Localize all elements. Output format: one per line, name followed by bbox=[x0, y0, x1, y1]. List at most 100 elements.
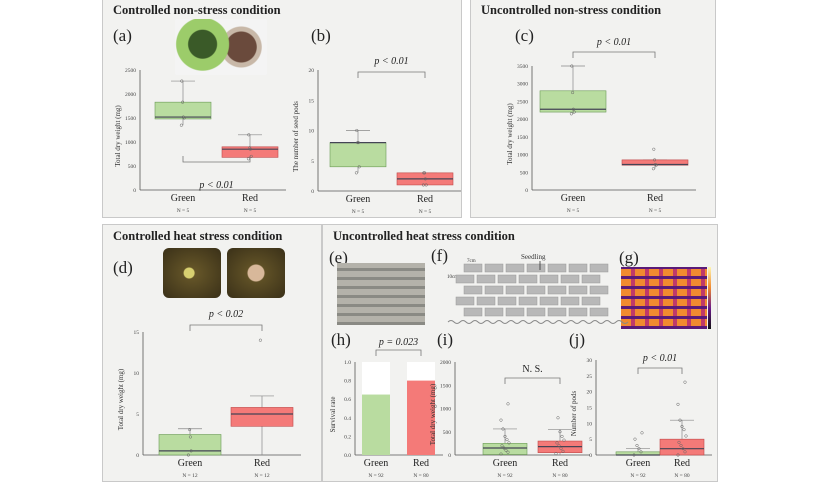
x-label-green: Green bbox=[178, 458, 202, 469]
y-tick-label: 1500 bbox=[517, 135, 528, 141]
chart-a: 0 500 1000 1500 2000 2500 Total dry weight (mg… bbox=[114, 68, 286, 214]
data-point bbox=[247, 133, 251, 137]
planting-cell bbox=[539, 274, 559, 284]
y-tick-label: 1000 bbox=[125, 140, 136, 146]
planting-cell bbox=[518, 274, 538, 284]
data-point bbox=[557, 444, 561, 448]
data-point bbox=[179, 123, 183, 127]
x-label-green: Green bbox=[346, 194, 370, 205]
significance-bracket bbox=[357, 71, 426, 78]
data-point bbox=[680, 424, 684, 429]
label-b: (b) bbox=[311, 26, 331, 45]
planting-cell bbox=[568, 307, 588, 317]
y-tick-label: 25 bbox=[587, 374, 593, 380]
data-point bbox=[182, 116, 186, 120]
y-tick-label: 5 bbox=[136, 412, 139, 418]
data-point bbox=[633, 437, 637, 441]
planting-cell bbox=[581, 296, 601, 306]
planting-cell bbox=[539, 296, 559, 306]
y-tick-label: 0.8 bbox=[344, 379, 351, 385]
y-tick-label: 0 bbox=[136, 453, 139, 459]
data-point bbox=[505, 438, 509, 442]
y-tick-label: 10 bbox=[134, 371, 140, 377]
data-point bbox=[684, 434, 688, 438]
data-point bbox=[424, 183, 428, 187]
y-tick-label: 1000 bbox=[440, 407, 451, 413]
data-point bbox=[683, 450, 687, 454]
box-red bbox=[230, 407, 294, 427]
planting-cell bbox=[497, 296, 517, 306]
data-point bbox=[632, 453, 636, 457]
planting-cell bbox=[463, 307, 483, 317]
y-tick-label: 0 bbox=[525, 188, 528, 194]
sample-size: N = 5 bbox=[567, 208, 580, 214]
label-e: (e) bbox=[329, 248, 348, 267]
sample-size: N = 5 bbox=[419, 209, 432, 215]
planting-cell bbox=[518, 296, 538, 306]
label-f: (f) bbox=[431, 246, 448, 265]
planting-cell bbox=[568, 263, 588, 273]
y-tick-label: 0.4 bbox=[344, 416, 351, 422]
data-point bbox=[504, 448, 508, 452]
planting-cell bbox=[497, 274, 517, 284]
chart-i: 0 500 1000 1500 2000 Total dry weight (mg) Gre… bbox=[429, 360, 590, 479]
y-tick-label: 0.2 bbox=[344, 434, 351, 440]
box-green bbox=[158, 434, 222, 456]
data-point bbox=[679, 443, 683, 448]
planting-cell bbox=[547, 307, 567, 317]
p-value-label: p < 0.01 bbox=[198, 180, 233, 191]
chart-c: 0 500 1000 1500 2000 2500 3000 3500 Total dry we… bbox=[506, 37, 696, 214]
significance-bracket bbox=[637, 367, 683, 374]
wavy-edge bbox=[447, 320, 629, 324]
data-point bbox=[635, 443, 639, 448]
y-tick-label: 3500 bbox=[517, 64, 528, 70]
planting-cell bbox=[547, 263, 567, 273]
data-point bbox=[180, 79, 184, 83]
p-value-label: p = 0.023 bbox=[378, 337, 418, 348]
panel-title: Uncontrolled heat stress condition bbox=[333, 229, 515, 243]
significance-bracket bbox=[182, 156, 251, 163]
y-tick-label: 3000 bbox=[517, 82, 528, 88]
planting-cell bbox=[455, 274, 475, 284]
y-tick-label: 0.0 bbox=[344, 453, 351, 459]
planting-cell bbox=[589, 263, 609, 273]
data-point bbox=[654, 163, 658, 167]
red-pot-photo bbox=[227, 248, 285, 298]
y-tick-label: 30 bbox=[587, 358, 593, 364]
sample-size: N = 80 bbox=[674, 473, 690, 479]
planting-cell bbox=[547, 285, 567, 295]
planting-cell bbox=[568, 285, 588, 295]
panel-title: Controlled heat stress condition bbox=[113, 229, 283, 243]
data-point bbox=[681, 447, 685, 451]
significance-bracket bbox=[375, 349, 422, 356]
width-label: 7cm bbox=[467, 259, 476, 264]
data-point bbox=[422, 171, 426, 175]
data-point bbox=[653, 162, 657, 167]
y-tick-label: 15 bbox=[587, 406, 593, 412]
planting-cell bbox=[463, 263, 483, 273]
label-i: (i) bbox=[437, 330, 454, 349]
data-point bbox=[499, 418, 503, 422]
y-tick-label: 20 bbox=[309, 68, 315, 74]
y-tick-label: 0 bbox=[311, 189, 314, 195]
planting-cell bbox=[484, 263, 504, 273]
chart-j: 0 5 10 15 20 25 30 Number of pods Green N = 92 Red… bbox=[570, 353, 712, 479]
seedling-label: Seedling bbox=[521, 253, 546, 261]
data-point bbox=[186, 453, 190, 457]
data-point bbox=[556, 416, 560, 420]
y-tick-label: 500 bbox=[520, 170, 529, 176]
data-point bbox=[572, 110, 576, 114]
y-tick-label: 1.0 bbox=[344, 360, 351, 366]
data-point bbox=[188, 435, 192, 439]
y-tick-label: 5 bbox=[311, 159, 314, 165]
data-point bbox=[569, 112, 573, 116]
x-label-green: Green bbox=[493, 458, 517, 469]
sample-size: N = 80 bbox=[552, 473, 568, 479]
data-point bbox=[558, 430, 562, 434]
data-point bbox=[503, 434, 507, 438]
y-tick-label: 2500 bbox=[125, 68, 136, 74]
y-axis-title: Number of pods bbox=[570, 390, 578, 436]
x-label-red: Red bbox=[647, 193, 663, 204]
planting-cell bbox=[476, 274, 496, 284]
